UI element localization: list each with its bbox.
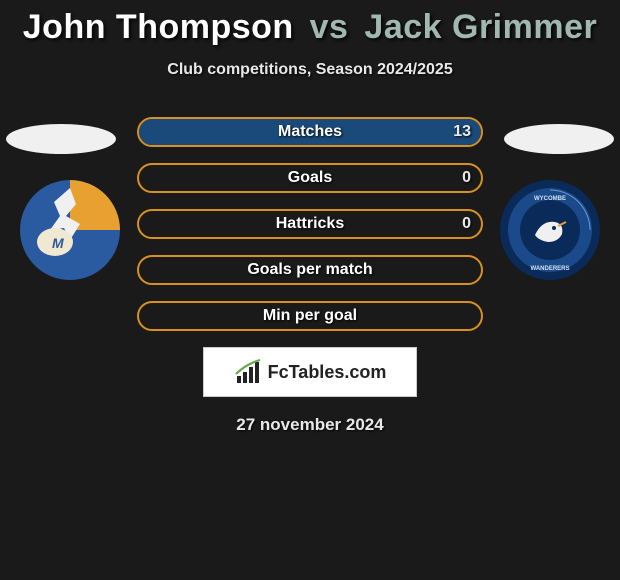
svg-text:M: M — [52, 235, 64, 251]
club-badge-left-icon: M — [20, 180, 120, 280]
brand-name: FcTables.com — [268, 362, 387, 383]
player2-ellipse — [504, 124, 614, 154]
page-title: John Thompson vs Jack Grimmer — [0, 0, 620, 47]
stat-label: Goals per match — [247, 261, 372, 279]
stat-row: Matches 13 — [137, 117, 483, 147]
date-label: 27 november 2024 — [0, 415, 620, 435]
player2-club-badge: WYCOMBE WANDERERS — [500, 180, 600, 280]
stat-label: Min per goal — [263, 307, 357, 325]
player1-ellipse — [6, 124, 116, 154]
player1-name: John Thompson — [23, 8, 294, 46]
brand-logo-box: FcTables.com — [203, 347, 417, 397]
stat-value-right: 0 — [462, 215, 471, 233]
stat-label: Goals — [288, 169, 332, 187]
stat-value-right: 13 — [453, 123, 471, 141]
player1-club-badge: M — [20, 180, 120, 280]
brand-chart-icon — [234, 358, 262, 386]
stat-label: Hattricks — [276, 215, 344, 233]
svg-text:WANDERERS: WANDERERS — [530, 266, 569, 272]
stat-label: Matches — [278, 123, 342, 141]
player2-name: Jack Grimmer — [364, 8, 597, 46]
comparison-card: John Thompson vs Jack Grimmer Club compe… — [0, 0, 620, 435]
stat-row: Min per goal — [137, 301, 483, 331]
stat-row: Hattricks 0 — [137, 209, 483, 239]
stat-row: Goals 0 — [137, 163, 483, 193]
stat-row: Goals per match — [137, 255, 483, 285]
vs-label: vs — [310, 8, 349, 46]
svg-text:WYCOMBE: WYCOMBE — [534, 196, 566, 202]
club-badge-right-icon: WYCOMBE WANDERERS — [500, 180, 600, 280]
stat-value-right: 0 — [462, 169, 471, 187]
subtitle: Club competitions, Season 2024/2025 — [0, 61, 620, 79]
